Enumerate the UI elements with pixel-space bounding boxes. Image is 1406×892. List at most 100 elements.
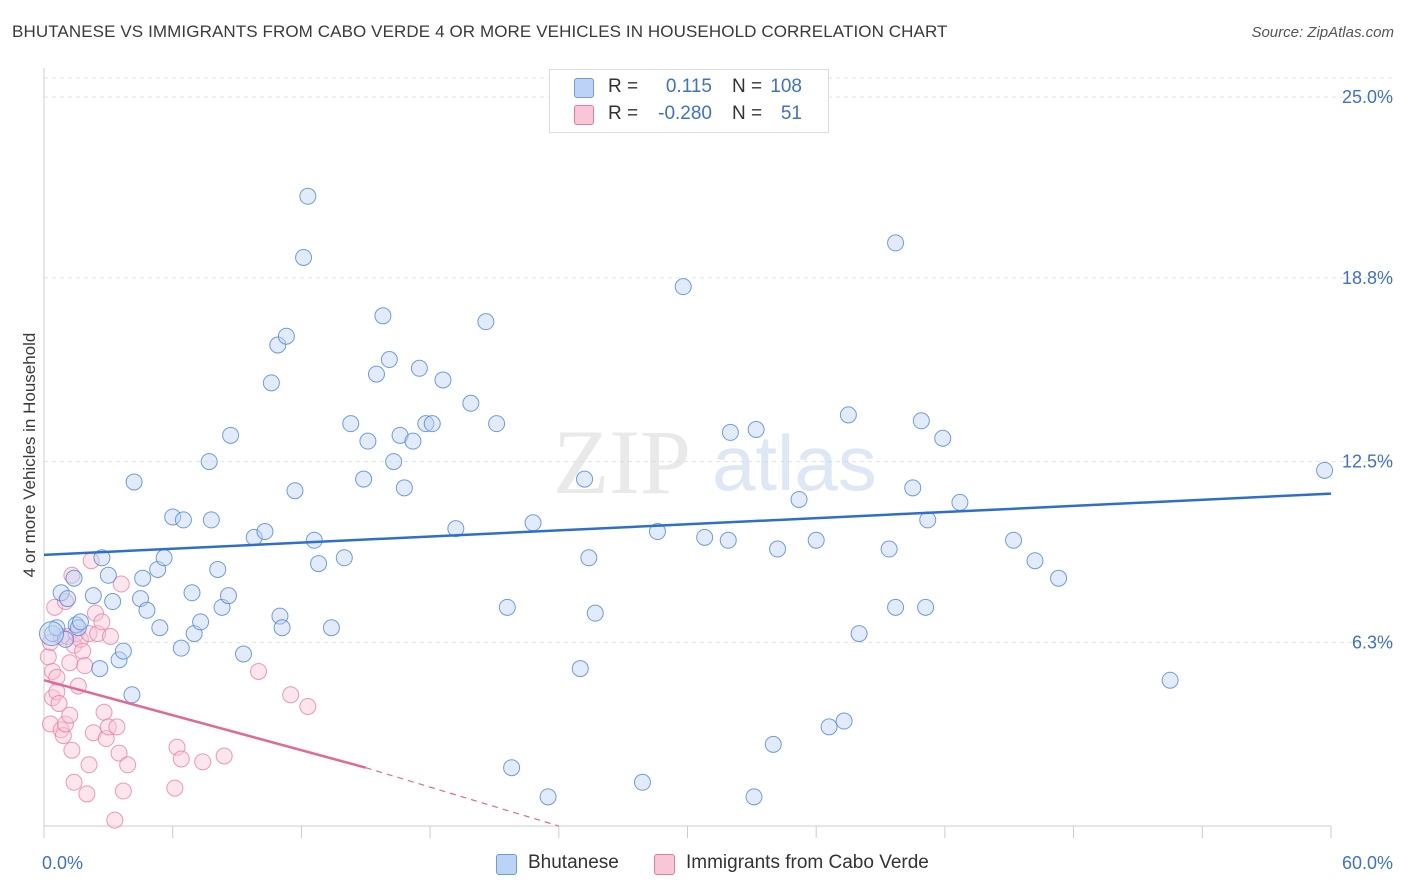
point-cabo-verde <box>112 575 130 593</box>
point-bhutanese <box>571 660 589 678</box>
point-cabo-verde <box>106 811 124 829</box>
legend-swatch-blue <box>496 854 517 875</box>
point-cabo-verde <box>56 715 74 733</box>
y-tick-label: 6.3% <box>1352 632 1393 652</box>
x-tick-label-max: 60.0% <box>1342 853 1393 873</box>
point-bhutanese <box>222 426 240 444</box>
point-cabo-verde <box>166 779 184 797</box>
point-bhutanese <box>322 619 340 637</box>
point-bhutanese <box>202 511 220 529</box>
point-bhutanese <box>273 619 291 637</box>
point-bhutanese <box>219 587 237 605</box>
point-cabo-verde <box>194 753 212 771</box>
zipatlas-watermark: ZIP atlas <box>553 411 877 513</box>
point-bhutanese <box>934 429 952 447</box>
point-bhutanese <box>404 432 422 450</box>
point-bhutanese <box>1161 671 1179 689</box>
y-tick-label: 12.5% <box>1342 452 1393 472</box>
point-bhutanese <box>1005 531 1023 549</box>
legend-r-value: -0.280 <box>658 103 712 124</box>
point-bhutanese <box>110 651 128 669</box>
point-cabo-verde <box>80 625 98 643</box>
point-cabo-verde <box>41 715 59 733</box>
legend-row-bhutanese: R = 0.115 N = 108 <box>550 74 828 101</box>
trend-line-cabo-verde <box>43 679 367 769</box>
point-bhutanese <box>580 549 598 567</box>
point-bhutanese <box>286 482 304 500</box>
legend-n-label: N = <box>732 76 763 97</box>
point-bhutanese <box>380 351 398 369</box>
trend-line-cabo-verde-extension <box>365 767 559 827</box>
point-bhutanese <box>59 590 77 608</box>
point-bhutanese <box>1026 552 1044 570</box>
point-bhutanese <box>91 660 109 678</box>
point-bhutanese <box>539 788 557 806</box>
legend-n-value: 108 <box>770 76 802 97</box>
legend-swatch-pink <box>654 854 675 875</box>
point-bhutanese <box>887 598 905 616</box>
point-cabo-verde <box>95 703 113 721</box>
point-cabo-verde <box>50 695 68 713</box>
legend-swatch-pink <box>574 105 594 125</box>
point-cabo-verde <box>39 648 57 666</box>
point-bhutanese <box>790 490 808 508</box>
point-cabo-verde <box>48 668 66 686</box>
point-cabo-verde <box>93 613 111 631</box>
point-cabo-verde <box>250 662 267 680</box>
point-bhutanese <box>114 642 132 660</box>
point-bhutanese <box>488 415 506 433</box>
point-cabo-verde <box>76 657 94 675</box>
point-bhutanese <box>52 584 70 602</box>
point-bhutanese <box>1050 569 1068 587</box>
point-bhutanese <box>355 470 373 488</box>
point-cabo-verde <box>110 744 128 762</box>
legend-row-cabo-verde: R = -0.280 N = 51 <box>550 101 828 128</box>
point-cabo-verde <box>65 773 83 791</box>
point-cabo-verde <box>86 604 104 622</box>
trend-lines <box>43 492 1332 827</box>
point-bhutanese <box>524 514 542 532</box>
point-bhutanese <box>912 412 930 430</box>
legend-r-value: 0.115 <box>665 76 712 97</box>
point-bhutanese <box>295 249 313 266</box>
point-bhutanese <box>39 621 65 647</box>
watermark-atlas: atlas <box>712 419 877 507</box>
point-bhutanese <box>880 540 898 558</box>
point-cabo-verde <box>282 686 300 704</box>
point-bhutanese <box>764 735 782 753</box>
point-cabo-verde <box>101 628 119 645</box>
legend-r-label: R = <box>608 76 639 97</box>
point-bhutanese <box>395 479 413 497</box>
point-bhutanese <box>277 327 295 345</box>
point-bhutanese <box>385 453 403 471</box>
point-cabo-verde <box>63 566 81 584</box>
point-bhutanese <box>192 613 210 631</box>
point-bhutanese <box>745 788 763 806</box>
point-bhutanese <box>462 394 480 412</box>
point-bhutanese <box>648 523 666 541</box>
y-tick-label: 18.8% <box>1342 268 1393 288</box>
x-tick-label-min: 0.0% <box>42 853 83 873</box>
point-bhutanese <box>174 511 192 529</box>
point-bhutanese <box>359 432 377 450</box>
point-bhutanese <box>447 520 465 538</box>
point-bhutanese <box>423 415 441 433</box>
point-bhutanese <box>200 453 218 471</box>
point-cabo-verde <box>63 741 81 759</box>
point-cabo-verde <box>299 697 317 715</box>
point-bhutanese <box>576 470 594 488</box>
point-bhutanese <box>721 423 739 441</box>
series-cabo-verde-points <box>39 552 317 829</box>
point-bhutanese <box>262 374 280 392</box>
point-bhutanese <box>769 540 787 558</box>
point-bhutanese <box>503 759 521 777</box>
point-cabo-verde <box>119 756 137 774</box>
gridlines <box>44 77 1393 643</box>
point-bhutanese <box>138 601 156 619</box>
point-bhutanese <box>151 619 169 637</box>
source-label: Source: ZipAtlas.com <box>1251 24 1394 41</box>
legend-swatch-blue <box>574 78 594 98</box>
point-bhutanese <box>850 625 868 643</box>
point-bhutanese <box>904 479 922 497</box>
